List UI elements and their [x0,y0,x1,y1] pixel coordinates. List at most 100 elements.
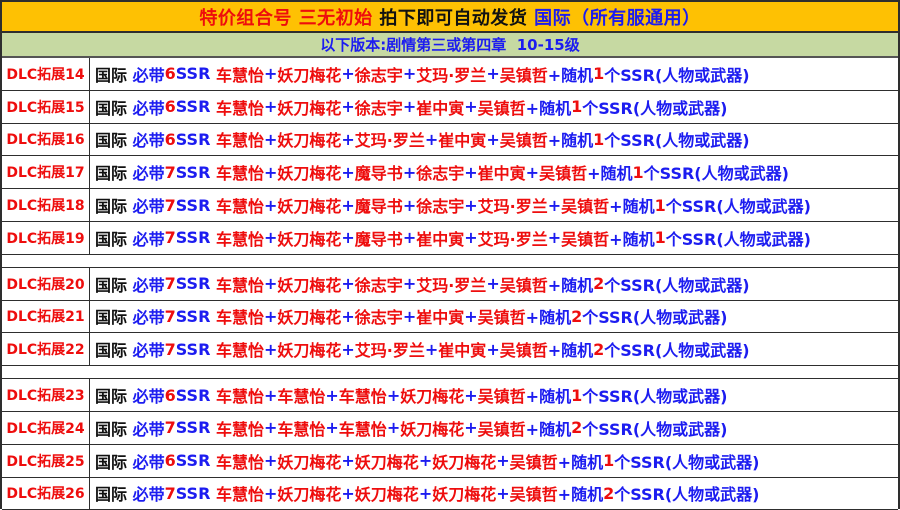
region-label: 国际 [95,452,133,472]
plus-sign: + [547,195,562,215]
unit-name: 车慧怡 [215,387,264,407]
ssr-label: SSR [175,418,216,438]
unit-name: 妖刀梅花 [400,419,465,439]
plus-sign: + [263,306,278,326]
ssr-count: 7 [164,418,176,438]
plus-sign: + [341,97,355,117]
unit-name: 艾玛·罗兰 [477,229,548,249]
table-row: DLC拓展17 国际 必带 7 SSR 车慧怡 + 妖刀梅花 + 魔导书 + 徐志宇 + 崔中寅 + 吴镇… [2,156,898,190]
unit-name: 吴镇哲 [539,164,588,184]
ssr-label: SSR [175,162,216,182]
plus-sign: + [402,228,417,248]
table-row: DLC拓展16 国际 必带 6 SSR 车慧怡 + 妖刀梅花 + 艾玛·罗兰 + 崔中寅 + 吴镇哲 +… [2,123,898,157]
unit-name: 艾玛·罗兰 [477,197,548,217]
plus-sign: + [263,418,278,438]
dlc-id-cell: DLC拓展22 [2,333,90,366]
ssr-count: 7 [164,306,176,326]
dlc-id-cell: DLC拓展15 [2,90,90,123]
ssr-label: SSR [175,64,216,84]
unit-name: 吴镇哲 [509,452,558,472]
table-row: DLC拓展15 国际 必带 6 SSR 车慧怡 + 妖刀梅花 + 徐志宇 + 崔中寅 + 吴镇哲 +随机… [2,90,898,124]
unit-name: 艾玛·罗兰 [416,275,487,295]
unit-name: 车慧怡 [215,485,264,505]
plus-sign: + [464,306,478,326]
ssr-suffix-label: 个SSR(人物或武器) [604,65,750,85]
unit-name: 吴镇哲 [477,387,526,407]
dlc-id-cell: DLC拓展26 [2,477,90,510]
dlc-desc-cell: 国际 必带 7 SSR 车慧怡 + 妖刀梅花 + 徐志宇 + 崔中寅 + 吴镇哲 +随机 2 个SSR(人… [90,301,898,333]
ssr-label: SSR [175,195,216,215]
table-row: DLC拓展19 国际 必带 7 SSR 车慧怡 + 妖刀梅花 + 魔导书 + 崔中寅 + 艾玛·罗兰 +… [2,221,898,255]
dlc-desc-cell: 国际 必带 6 SSR 车慧怡 + 车慧怡 + 车慧怡 + 妖刀梅花 + 吴镇哲 +随机 1 个SSR(人… [90,379,898,411]
plus-sign: + [341,451,355,471]
unit-name: 车慧怡 [215,197,264,217]
unit-name: 徐志宇 [354,98,403,118]
ssr-count: 7 [164,195,176,215]
plus-sign: + [263,64,278,84]
unit-name: 车慧怡 [215,131,264,151]
unit-name: 艾玛·罗兰 [354,131,425,151]
random-label: +随机 [547,341,594,361]
ssr-count: 6 [164,129,176,149]
ssr-count: 7 [164,483,176,503]
region-label: 国际 [95,65,133,85]
unit-name: 车慧怡 [277,387,326,407]
must-label: 必带 [132,65,165,85]
unit-name: 妖刀梅花 [354,452,419,472]
random-count: 1 [654,228,666,248]
plus-sign: + [418,451,433,471]
region-label: 国际 [95,308,133,328]
plus-sign: + [341,274,355,294]
plus-sign: + [325,385,339,405]
must-label: 必带 [132,419,165,439]
table-row: DLC拓展22 国际 必带 7 SSR 车慧怡 + 妖刀梅花 + 艾玛·罗兰 + 崔中寅 + 吴镇哲 +… [2,333,898,367]
table-row: DLC拓展24 国际 必带 7 SSR 车慧怡 + 车慧怡 + 车慧怡 + 妖刀梅花 + 吴镇哲 +随机… [2,411,898,445]
region-label: 国际 [95,197,133,217]
region-label: 国际 [95,485,133,505]
plus-sign: + [402,195,417,215]
dlc-desc-cell: 国际 必带 7 SSR 车慧怡 + 妖刀梅花 + 徐志宇 + 艾玛·罗兰 + 吴镇哲 +随机 2 个SSR… [90,268,898,300]
ssr-suffix-label: 个SSR(人物或武器) [665,197,811,217]
version-text: 以下版本:剧情第三或第四章 10-15级 [320,36,580,54]
ssr-label: SSR [175,129,216,149]
unit-name: 车慧怡 [338,419,387,439]
plus-sign: + [341,228,355,248]
unit-name: 车慧怡 [215,419,264,439]
must-label: 必带 [132,229,165,249]
plus-sign: + [424,339,439,359]
unit-name: 魔导书 [354,229,403,249]
region-label: 国际 [95,275,133,295]
ssr-suffix-label: 个SSR(人物或武器) [582,98,728,118]
plus-sign: + [263,483,278,503]
plus-sign: + [263,274,278,294]
title-banner: 特价组合号 三无初始 拍下即可自动发货 国际（所有服通用） [2,2,898,33]
plus-sign: + [341,162,355,182]
ssr-suffix-label: 个SSR(人物或武器) [665,229,811,249]
must-label: 必带 [132,275,165,295]
unit-name: 妖刀梅花 [277,275,342,295]
ssr-count: 7 [164,274,176,294]
ssr-label: SSR [175,451,216,471]
plus-sign: + [496,451,510,471]
random-label: +随机 [547,275,594,295]
unit-name: 艾玛·罗兰 [416,65,487,85]
table-row: DLC拓展21 国际 必带 7 SSR 车慧怡 + 妖刀梅花 + 徐志宇 + 崔中寅 + 吴镇哲 +随机… [2,300,898,334]
plus-sign: + [464,162,478,182]
must-label: 必带 [132,197,165,217]
table-row: DLC拓展26 国际 必带 7 SSR 车慧怡 + 妖刀梅花 + 妖刀梅花 + 妖刀梅花 + 吴镇哲 +… [2,477,898,510]
random-label: +随机 [525,308,572,328]
unit-name: 车慧怡 [215,341,264,361]
random-label: +随机 [525,98,572,118]
dlc-id-cell: DLC拓展18 [2,189,90,221]
must-label: 必带 [132,485,165,505]
plus-sign: + [263,129,278,149]
unit-name: 妖刀梅花 [277,485,342,505]
unit-name: 崔中寅 [416,98,465,118]
must-label: 必带 [132,98,165,118]
unit-name: 车慧怡 [215,229,264,249]
unit-name: 车慧怡 [215,275,264,295]
unit-name: 吴镇哲 [477,419,526,439]
ssr-label: SSR [175,97,216,117]
plus-sign: + [525,162,540,182]
